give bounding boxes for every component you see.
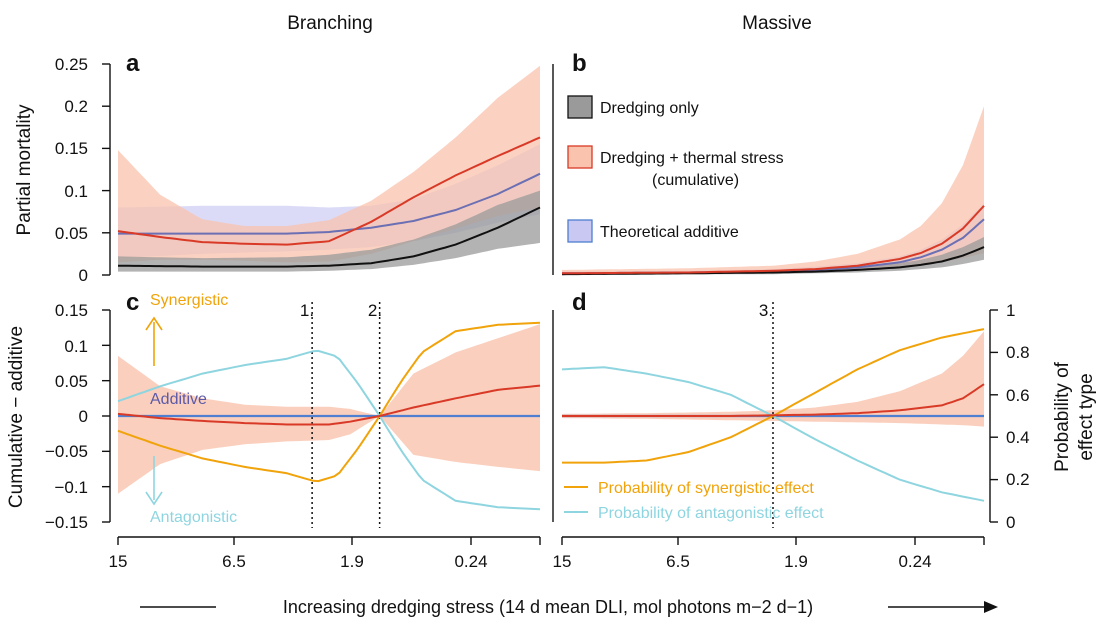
band-cumulative-additive-c [118, 324, 540, 494]
tick-top-y: 0.2 [64, 97, 88, 116]
tick-top-y: 0.05 [55, 224, 88, 243]
panel-a-plot [117, 65, 541, 272]
tick-x: 0.24 [898, 552, 931, 571]
tick-right-y: 1 [1006, 301, 1015, 320]
tick-top-y: 0.25 [55, 55, 88, 74]
tick-bottom-y: 0.1 [64, 337, 88, 356]
x-axis-label: Increasing dredging stress (14 d mean DL… [283, 597, 813, 617]
vline-label-2: 2. [368, 301, 382, 320]
legend-label-cumulative-sub: (cumulative) [652, 172, 739, 189]
tick-right-y: 0.8 [1006, 343, 1030, 362]
top-y-axis-label: Partial mortality [14, 104, 35, 235]
band-cumulative-additive-d [562, 331, 984, 427]
band-dredging-thermal-stress-cumulative-a [118, 65, 540, 263]
arrow-down-icon [145, 456, 163, 506]
tick-bottom-y: 0 [79, 407, 88, 426]
tick-right-y: 0.4 [1006, 428, 1030, 447]
tick-x: 0.24 [454, 552, 487, 571]
panel-label-d: d [572, 289, 587, 316]
bottom-y-tick-labels: 0.15 0.1 0.05 0 −0.05 −0.1 −0.15 [45, 301, 88, 532]
line-dredging-only-a [117, 206, 541, 268]
column-title-massive: Massive [742, 13, 812, 34]
effect-annotations: Synergistic Additive Antagonistic [145, 292, 237, 526]
tick-x: 15 [553, 552, 572, 571]
tick-bottom-y: −0.1 [54, 478, 88, 497]
panel-label-b: b [572, 50, 587, 77]
band-dredging-thermal-stress-cumulative-b [562, 106, 984, 275]
legend-swatch-dredging-only [567, 95, 593, 119]
line-cumulative-additive-c [117, 384, 541, 426]
annotation-antagonistic: Antagonistic [150, 509, 237, 526]
panel-d-plot [561, 302, 985, 528]
tick-x: 1.9 [340, 552, 364, 571]
line-cumulative-additive-d [562, 383, 985, 417]
tick-top-y: 0 [79, 266, 88, 285]
line-theoretical-additive-a [118, 172, 541, 235]
tick-bottom-y: 0.05 [55, 372, 88, 391]
tick-x: 15 [109, 552, 128, 571]
tick-bottom-y: −0.15 [45, 513, 88, 532]
tick-x: 6.5 [666, 552, 690, 571]
tick-marks [102, 63, 998, 545]
top-y-tick-labels: 0.25 0.2 0.15 0.1 0.05 0 [55, 55, 88, 285]
vline-label-3: 3. [759, 301, 773, 320]
tick-right-y: 0 [1006, 513, 1015, 532]
tick-right-y: 0.6 [1006, 386, 1030, 405]
tick-x: 1.9 [784, 552, 808, 571]
line-dredging-thermal-stress-cumulative-b [562, 205, 985, 275]
legend-top: Dredging only Dredging + thermal stress … [567, 95, 784, 243]
tick-x: 6.5 [222, 552, 246, 571]
panel-label-a: a [126, 50, 140, 77]
column-title-branching: Branching [287, 13, 373, 34]
tick-bottom-y: −0.05 [45, 442, 88, 461]
right-y-tick-labels: 1 0.8 0.6 0.4 0.2 0 [1006, 301, 1030, 532]
line-probability-of-antagonistic-effect-c [117, 349, 541, 511]
arrow-up-icon [145, 316, 163, 366]
legend-label-dredging-only: Dredging only [600, 100, 699, 117]
legend-label-prob-synergistic: Probability of synergistic effect [598, 480, 814, 497]
line-probability-of-synergistic-effect-c [117, 321, 541, 483]
x-tick-labels: 15 6.5 1.9 0.24 15 6.5 1.9 0.24 [109, 552, 932, 571]
legend-label-additive: Theoretical additive [600, 224, 739, 241]
line-dredging-thermal-stress-cumulative-a [117, 136, 541, 246]
annotation-synergistic: Synergistic [150, 292, 228, 309]
legend-swatch-cumulative [567, 145, 593, 169]
legend-label-cumulative: Dredging + thermal stress [600, 150, 784, 167]
tick-top-y: 0.1 [64, 182, 88, 201]
bottom-y-axis-label: Cumulative − additive [6, 326, 27, 508]
panel-c-plot [117, 302, 541, 528]
legend-label-prob-antagonistic: Probability of antagonistic effect [598, 505, 824, 522]
right-y-axis-label-line2: effect type [1076, 373, 1097, 460]
right-y-axis-label-line1: Probability of [1052, 361, 1073, 472]
legend-bottom: Probability of synergistic effect Probab… [564, 480, 824, 522]
panel-b-plot [561, 106, 985, 276]
panel-label-c: c [126, 289, 139, 316]
tick-bottom-y: 0.15 [55, 301, 88, 320]
tick-right-y: 0.2 [1006, 470, 1030, 489]
annotation-additive: Additive [150, 391, 207, 408]
legend-swatch-additive [567, 219, 593, 243]
x-axis-arrow-icon [888, 601, 998, 613]
vline-label-1: 1. [300, 301, 314, 320]
tick-top-y: 0.15 [55, 139, 88, 158]
